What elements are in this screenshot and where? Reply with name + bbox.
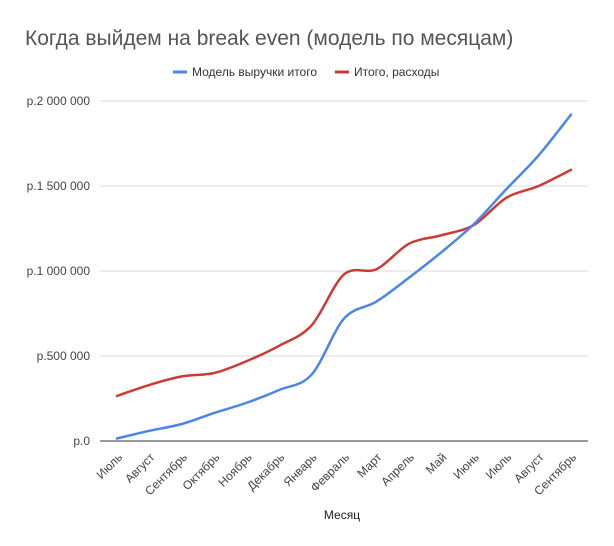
y-tick-label: р.0 [73,434,90,448]
chart-title: Когда выйдем на break even (модель по ме… [25,27,513,50]
y-axis-tick-labels: р.0 р.500 000 р.1 000 000 р.1 500 000 р.2 00… [27,94,91,448]
legend-label-expenses: Итого, расходы [354,65,439,79]
x-tick-label: Июль [94,450,126,482]
x-tick-label: Июнь [450,450,481,481]
y-tick-label: р.500 000 [37,349,91,363]
series-line-expenses [115,168,573,398]
gridlines [100,100,588,442]
series-line-revenue [115,113,573,440]
legend-label-revenue: Модель выручки итого [192,65,317,79]
x-tick-label: Июль [483,450,515,482]
y-tick-label: р.2 000 000 [27,94,91,108]
y-tick-label: р.1 000 000 [27,264,91,278]
x-tick-label: Апрель [378,450,417,489]
series-lines [115,113,573,440]
x-axis-title: Месяц [324,508,360,522]
y-tick-label: р.1 500 000 [27,179,91,193]
legend: Модель выручки итого Итого, расходы [173,65,439,79]
x-axis-tick-labels: ИюльАвгустСентябрьОктябрьНоябрьДекабрьЯн… [94,450,580,498]
x-tick-label: Май [423,450,450,477]
